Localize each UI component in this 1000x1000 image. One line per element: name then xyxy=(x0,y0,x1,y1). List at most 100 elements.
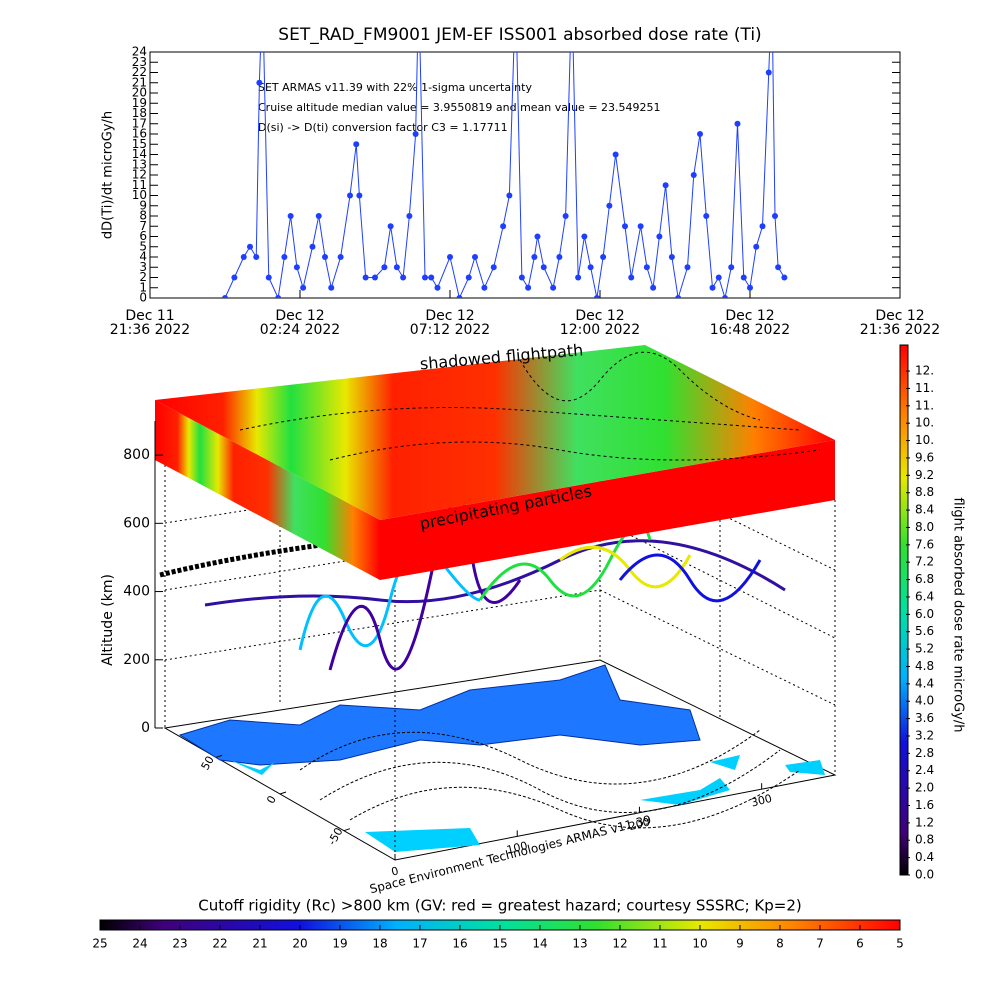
colorbar-tick-label: 23 xyxy=(172,937,187,951)
colorbar-tick-label: 1.6 xyxy=(915,798,934,812)
y-tick-label: 4 xyxy=(139,250,147,264)
data-point xyxy=(328,284,335,291)
y-tick-label: 2 xyxy=(139,270,147,284)
colorbar-tick-label: 8.8 xyxy=(915,485,934,499)
colorbar-tick-label: 7.6 xyxy=(915,537,934,551)
data-point xyxy=(347,192,353,199)
colorbar-tick-label: 11 xyxy=(652,937,667,951)
data-point xyxy=(722,295,728,298)
annotation: Cruise altitude median value = 3.9550819… xyxy=(258,101,661,114)
y-tick-label: 13 xyxy=(132,157,147,171)
lat-tick xyxy=(279,791,287,795)
x-tick-label: Dec 12 16:48 2022 xyxy=(710,308,790,338)
data-point xyxy=(356,192,363,199)
data-point xyxy=(628,274,635,281)
colorbar-tick-label: 1.2 xyxy=(915,815,934,829)
colorbar-tick-label: 3.6 xyxy=(915,711,934,725)
data-point xyxy=(715,274,722,281)
data-point xyxy=(293,264,300,271)
data-point xyxy=(531,254,538,260)
y-tick-label: 22 xyxy=(132,65,147,79)
slab-side xyxy=(380,440,835,580)
data-point xyxy=(765,69,772,76)
y-tick-label: 17 xyxy=(132,116,147,130)
colorbar-tick-label: 19 xyxy=(332,937,347,951)
data-point xyxy=(400,274,407,281)
data-point xyxy=(600,254,607,260)
data-point xyxy=(434,284,441,291)
data-point xyxy=(500,223,507,230)
data-point xyxy=(393,264,400,271)
data-point xyxy=(447,254,453,260)
chart-title: SET_RAD_FM9001 JEM-EF ISS001 absorbed do… xyxy=(278,25,761,45)
data-point xyxy=(253,254,260,260)
colorbar-tick-label: 10. xyxy=(915,416,934,430)
colorbar-tick-label: 7.2 xyxy=(915,555,934,569)
colorbar-tick-label: 4.0 xyxy=(915,694,934,708)
lat-tick xyxy=(343,828,351,832)
data-point xyxy=(697,131,703,137)
z-tick-label: 600 xyxy=(123,515,150,531)
land-mass xyxy=(640,778,730,805)
data-point xyxy=(247,243,253,250)
x-tick-label: Dec 11 21:36 2022 xyxy=(110,308,190,338)
colorbar-tick-label: 8.0 xyxy=(915,520,934,534)
data-point xyxy=(472,254,478,260)
data-point xyxy=(275,295,282,298)
colorbar-title: Cutoff rigidity (Rc) >800 km (GV: red = … xyxy=(198,897,801,915)
y-tick-label: 7 xyxy=(139,219,147,233)
z-tick-label: 400 xyxy=(123,584,150,600)
colorbar-tick-label: 13 xyxy=(572,937,587,951)
colorbar-tick-label: 3.2 xyxy=(915,728,934,742)
data-point xyxy=(650,284,657,291)
data-point xyxy=(675,295,682,298)
data-point xyxy=(728,264,735,271)
series xyxy=(222,52,788,298)
data-point xyxy=(759,223,766,230)
y-tick-label: 18 xyxy=(132,106,147,120)
data-point xyxy=(606,202,613,209)
y-tick-label: 14 xyxy=(132,147,147,161)
lat-tick-label: 50 xyxy=(199,754,217,773)
x-tick-label: Dec 12 07:12 2022 xyxy=(410,308,490,338)
colorbar-tick-label: 12. xyxy=(915,364,934,378)
data-point xyxy=(465,274,472,281)
colorbar-tick-label: 25 xyxy=(92,937,107,951)
data-point xyxy=(556,254,563,260)
x-tick-label: Dec 12 12:00 2022 xyxy=(560,308,640,338)
colorbar-tick-label: 4.8 xyxy=(915,659,934,673)
data-point xyxy=(637,223,644,230)
colorbar-tick-label: 15 xyxy=(492,937,507,951)
y-tick-label: 0 xyxy=(139,291,147,305)
colorbar-tick-label: 2.0 xyxy=(915,781,934,795)
data-point xyxy=(300,284,307,291)
z-tick-label: 200 xyxy=(123,652,150,668)
data-point xyxy=(322,254,328,260)
floor-tracks xyxy=(299,729,801,829)
x-tick-label: Dec 12 21:36 2022 xyxy=(860,308,940,338)
colorbar-tick-label: 14 xyxy=(532,937,547,951)
y-tick-label: 8 xyxy=(139,209,147,223)
colorbar-tick-label: 20 xyxy=(292,937,307,951)
data-point xyxy=(703,213,710,219)
data-point xyxy=(656,233,663,240)
colorbar-tick-label: 24 xyxy=(132,937,147,951)
data-point xyxy=(337,254,344,260)
colorbar-tick-label: 4.4 xyxy=(915,676,934,690)
data-point xyxy=(622,223,628,230)
lon-tick-label: 300 xyxy=(750,792,774,810)
colorbar-tick-label: 0.4 xyxy=(915,850,934,864)
data-point xyxy=(753,243,760,250)
colorbar-tick-label: 8 xyxy=(776,937,784,951)
y-tick-label: 23 xyxy=(132,55,147,69)
data-point xyxy=(222,295,228,298)
data-point xyxy=(381,264,388,271)
y-tick-label: 3 xyxy=(139,260,147,274)
x-tick-label: Dec 12 02:24 2022 xyxy=(260,308,340,338)
data-point xyxy=(287,213,294,219)
colorbar xyxy=(899,344,909,876)
shadow-track xyxy=(159,536,431,578)
land-mass xyxy=(365,828,480,852)
colorbar-tick-label: 22 xyxy=(212,937,227,951)
